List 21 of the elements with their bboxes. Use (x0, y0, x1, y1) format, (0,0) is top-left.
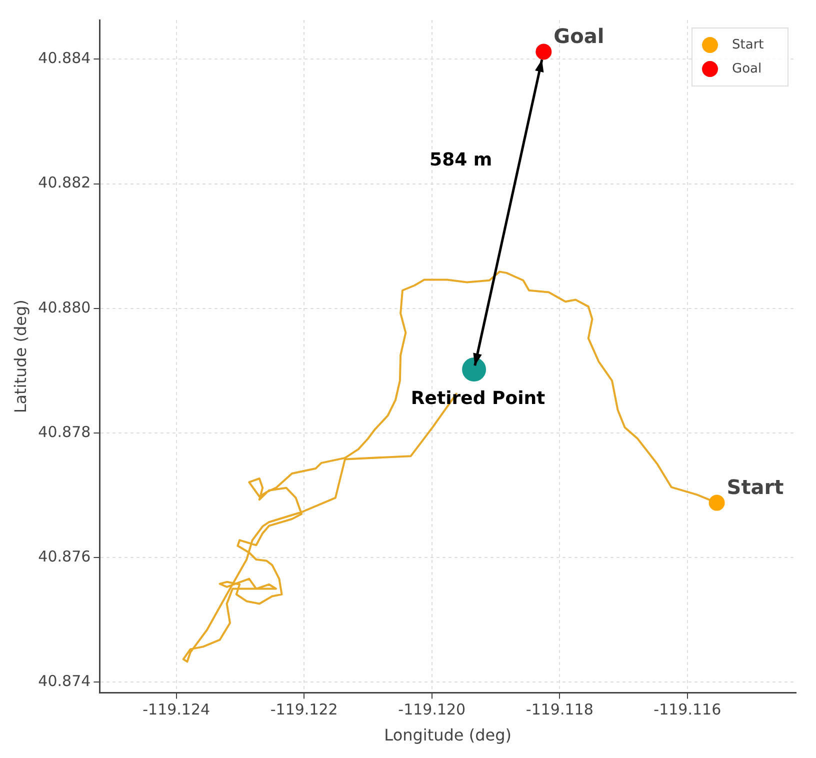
y-tick-label: 40.876 (38, 548, 91, 566)
y-axis-title: Latitude (deg) (10, 300, 30, 414)
annotation: 584 m (430, 149, 492, 170)
y-tick-label: 40.880 (38, 298, 91, 316)
text: Goal (554, 24, 604, 48)
point (536, 44, 552, 60)
y-tick-label: 40.874 (38, 672, 91, 690)
x-tick-label: -119.120 (398, 700, 466, 719)
point (462, 357, 486, 382)
y-tick-label: 40.878 (38, 422, 91, 441)
y-tick-label: 40.884 (38, 49, 91, 68)
legend-label: Goal (732, 61, 762, 76)
text: Start (726, 475, 784, 499)
y-tick-label: 40.882 (38, 174, 91, 192)
legend-label: Start (732, 37, 764, 52)
point (708, 494, 725, 511)
x-tick-label: -119.116 (654, 700, 722, 719)
x-tick-label: -119.124 (142, 700, 210, 719)
x-tick-label: -119.122 (270, 700, 338, 719)
x-axis-title: Longitude (deg) (384, 726, 512, 745)
x-tick-label: -119.118 (526, 700, 594, 719)
